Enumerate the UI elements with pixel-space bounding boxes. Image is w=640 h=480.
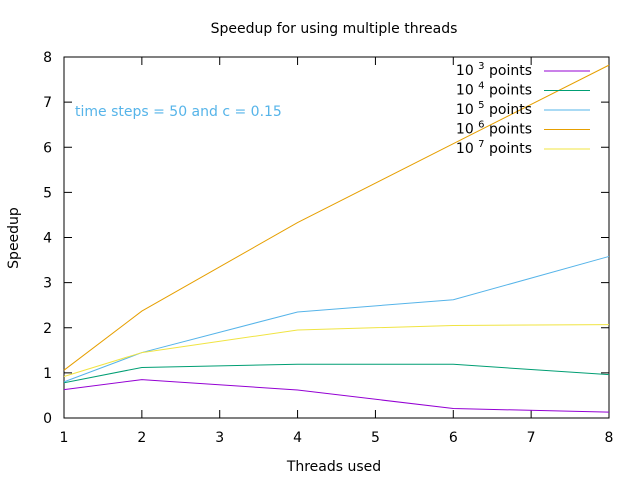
y-tick-label: 4 — [43, 231, 52, 247]
y-tick-label: 5 — [43, 185, 52, 201]
x-tick-label: 7 — [527, 430, 536, 446]
series-lines — [63, 64, 610, 413]
legend-label: 10 5 points — [456, 100, 532, 118]
series-line-5 — [63, 324, 610, 377]
x-tick-label: 4 — [293, 430, 302, 446]
chart-title: Speedup for using multiple threads — [211, 21, 458, 37]
y-axis-ticks: 0 1 2 3 4 5 6 7 8 — [43, 50, 609, 427]
x-tick-label: 1 — [60, 430, 69, 446]
y-tick-label: 6 — [43, 140, 52, 156]
y-tick-label: 8 — [43, 50, 52, 66]
y-axis-label: Speedup — [6, 207, 22, 269]
legend-label: 10 6 points — [456, 120, 532, 138]
y-tick-label: 0 — [43, 411, 52, 427]
series-line-1 — [63, 379, 610, 413]
y-tick-label: 3 — [43, 276, 52, 292]
series-line-4 — [63, 64, 610, 371]
x-tick-label: 6 — [449, 430, 458, 446]
x-tick-label: 8 — [605, 430, 614, 446]
x-tick-label: 5 — [371, 430, 380, 446]
x-axis-label: Threads used — [286, 459, 381, 475]
y-tick-label: 2 — [43, 321, 52, 337]
y-tick-label: 1 — [43, 366, 52, 382]
legend-label: 10 3 points — [456, 61, 532, 79]
series-line-2 — [63, 363, 610, 384]
legend-label: 10 4 points — [456, 81, 532, 99]
legend-label: 10 7 points — [456, 139, 532, 157]
x-axis-ticks: 1 2 3 4 5 6 7 8 — [60, 57, 614, 446]
annotation-text: time steps = 50 and c = 0.15 — [75, 104, 282, 120]
y-tick-label: 7 — [43, 95, 52, 111]
series-line-3 — [63, 255, 610, 383]
x-tick-label: 2 — [137, 430, 146, 446]
x-tick-label: 3 — [215, 430, 224, 446]
